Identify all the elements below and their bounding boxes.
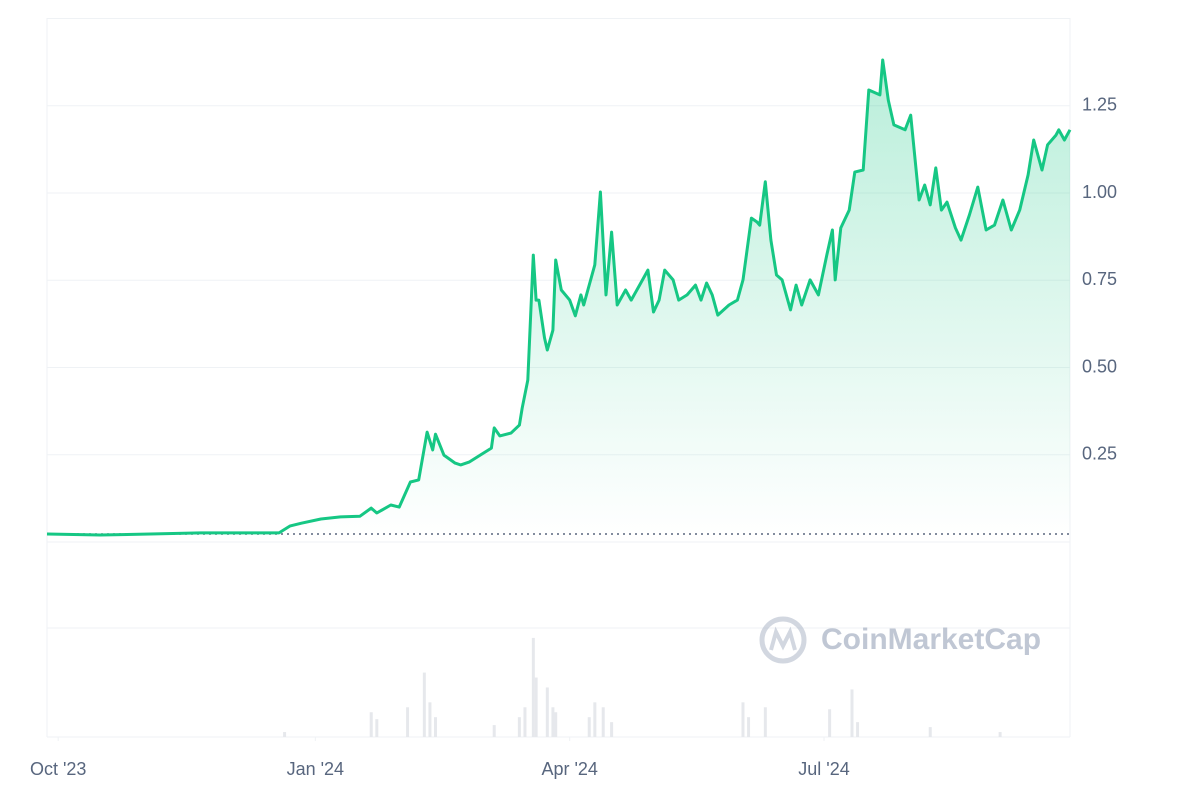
volume-bar [283,732,287,737]
volume-bar [523,707,527,737]
volume-bar [747,717,751,737]
x-tick-label: Oct '23 [30,759,86,779]
volume-bar [534,677,538,737]
price-line [46,58,1072,537]
volume-bar [850,689,854,737]
volume-bar [492,725,496,737]
volume-bar [856,722,860,737]
volume-bar [587,717,591,737]
volume-bar [545,687,549,737]
volume-bar [828,709,832,737]
volume-bar [763,707,767,737]
y-tick-label: 0.50 [1082,356,1117,376]
volume-bar [554,712,558,737]
x-tick-label: Apr '24 [541,759,597,779]
y-tick-label: 1.25 [1082,95,1117,115]
volume-bar [998,732,1002,737]
x-tick-label: Jan '24 [287,759,344,779]
y-tick-label: 0.75 [1082,269,1117,289]
volume-bar [434,717,438,737]
volume-bar [593,702,597,737]
volume-bar [928,727,932,737]
area [47,60,1070,535]
watermark: CoinMarketCap [821,623,1041,656]
volume-bar [531,637,535,737]
volume-bar [601,707,605,737]
y-tick-label: 1.00 [1082,182,1117,202]
volume-bar [517,717,521,737]
x-tick-label: Jul '24 [798,759,849,779]
volume-bar [551,707,555,737]
volume-bar [406,707,410,737]
volume-bar [428,702,432,737]
volume-bar [375,719,379,737]
volume-bar [422,672,426,737]
volume-bar [610,722,614,737]
volume-bar [741,702,745,737]
watermark-logo [759,616,807,664]
y-tick-label: 0.25 [1082,444,1117,464]
volume-bar [369,712,373,737]
